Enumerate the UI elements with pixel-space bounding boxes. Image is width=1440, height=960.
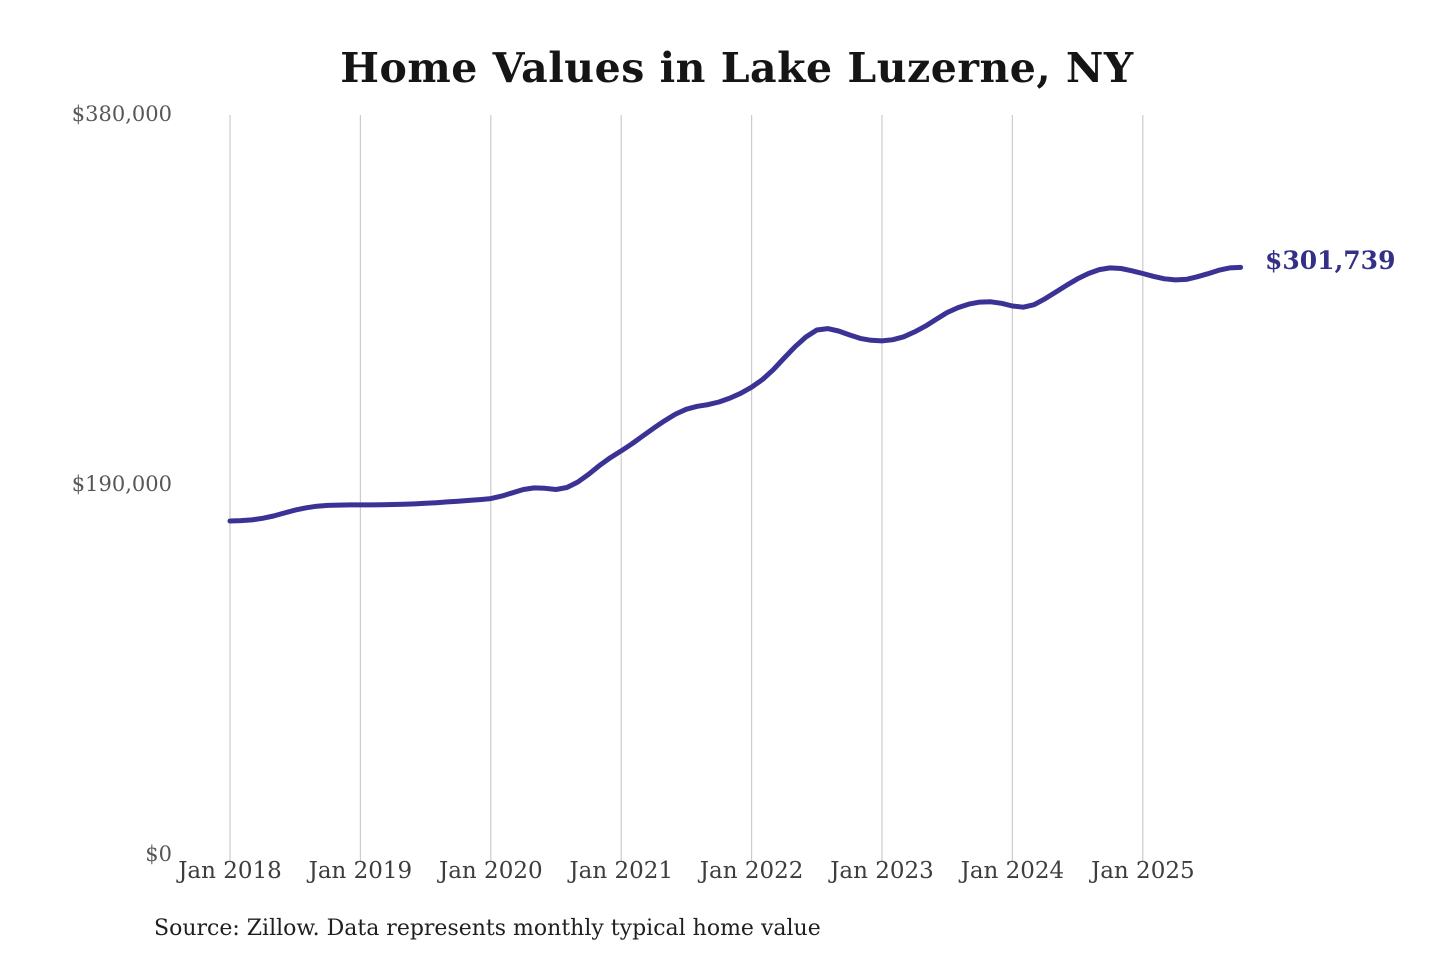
x-axis-tick-label: Jan 2018 bbox=[178, 858, 282, 884]
latest-value-label: $301,739 bbox=[1265, 246, 1396, 275]
gridlines bbox=[229, 115, 1144, 861]
x-axis-tick-label: Jan 2019 bbox=[308, 858, 413, 884]
y-axis-tick-label: $190,000 bbox=[71, 472, 172, 496]
chart-title: Home Values in Lake Luzerne, NY bbox=[340, 44, 1134, 92]
source-note: Source: Zillow. Data represents monthly … bbox=[154, 916, 821, 941]
x-axis-tick-label: Jan 2022 bbox=[699, 858, 804, 884]
y-axis-tick-label: $0 bbox=[145, 842, 172, 866]
x-axis-tick-label: Jan 2020 bbox=[439, 858, 543, 884]
x-axis-tick-label: Jan 2023 bbox=[830, 858, 934, 884]
x-axis-tick-label: Jan 2025 bbox=[1091, 858, 1195, 884]
y-axis-tick-label: $380,000 bbox=[71, 102, 172, 126]
x-axis-tick-label: Jan 2021 bbox=[569, 858, 673, 884]
home-value-line bbox=[227, 264, 1244, 524]
x-axis-tick-label: Jan 2024 bbox=[960, 858, 1065, 884]
